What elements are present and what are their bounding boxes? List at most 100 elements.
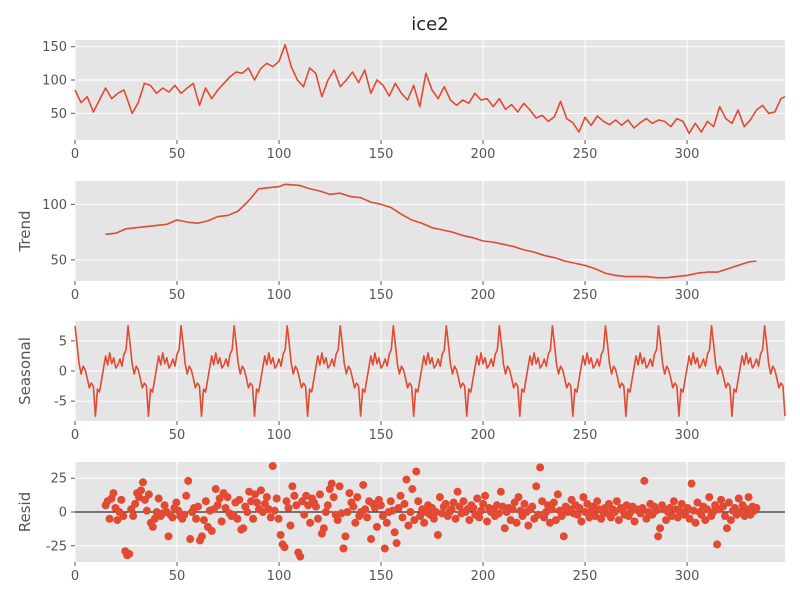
y-axis-label: Seasonal — [16, 337, 34, 405]
resid-point — [638, 503, 647, 512]
resid-point — [469, 503, 478, 512]
panel-resid: 0 50 100 150 200 250 300 -25 0 25 Resid — [16, 462, 785, 584]
resid-point — [724, 498, 733, 507]
y-tick-label: 50 — [50, 253, 67, 268]
resid-point — [528, 502, 537, 511]
resid-point — [713, 540, 722, 549]
resid-point — [359, 480, 368, 489]
resid-point — [211, 485, 220, 494]
resid-point — [573, 510, 582, 519]
resid-point — [292, 501, 301, 510]
resid-point — [685, 514, 694, 523]
resid-point — [131, 499, 140, 508]
resid-point — [343, 508, 352, 516]
x-tick-label: 50 — [169, 147, 186, 162]
x-tick-label: 200 — [471, 569, 496, 584]
x-tick-label: 0 — [71, 147, 79, 162]
resid-point — [168, 513, 177, 522]
resid-point — [579, 493, 588, 502]
resid-point — [207, 526, 216, 535]
resid-point — [144, 490, 153, 499]
resid-point — [612, 497, 621, 506]
y-axis-label: Resid — [16, 492, 34, 532]
resid-point — [184, 476, 193, 485]
resid-point — [138, 478, 147, 487]
resid-point — [353, 493, 362, 502]
resid-point — [414, 497, 423, 506]
x-tick-label: 100 — [267, 569, 292, 584]
resid-point — [433, 530, 442, 539]
resid-point — [194, 502, 203, 511]
resid-point — [496, 487, 505, 496]
x-tick-label: 50 — [169, 428, 186, 443]
resid-point — [677, 499, 686, 508]
y-tick-label: 100 — [42, 74, 67, 89]
resid-point — [429, 514, 438, 523]
resid-point — [451, 514, 460, 523]
resid-point — [251, 490, 260, 499]
resid-point — [394, 503, 403, 512]
resid-point — [705, 493, 714, 502]
series-line-observed — [74, 43, 786, 135]
chart-title: ice2 — [411, 14, 448, 35]
resid-point — [300, 510, 309, 519]
resid-point — [532, 482, 541, 491]
y-axis-label: Trend — [16, 210, 34, 252]
resid-point — [557, 512, 566, 521]
resid-point — [311, 502, 320, 511]
resid-point — [223, 493, 232, 502]
resid-point — [549, 498, 558, 507]
resid-point — [687, 479, 696, 488]
resid-point — [262, 493, 271, 502]
resid-point — [372, 522, 381, 531]
resid-point — [274, 514, 283, 523]
resid-point — [341, 532, 350, 541]
resid-point — [180, 510, 189, 519]
resid-point — [367, 535, 376, 544]
x-tick-label: 100 — [267, 428, 292, 443]
resid-point — [306, 518, 315, 527]
resid-point — [386, 497, 395, 506]
resid-point — [559, 532, 568, 541]
x-tick-label: 50 — [169, 288, 186, 303]
y-tick-label: 0 — [59, 365, 67, 380]
resid-point — [125, 549, 134, 558]
resid-point — [477, 506, 486, 515]
resid-point — [160, 501, 169, 510]
resid-point — [744, 493, 753, 502]
resid-point — [473, 494, 482, 503]
resid-point — [239, 524, 248, 533]
resid-point — [282, 497, 291, 506]
resid-point — [577, 517, 586, 526]
resid-point — [192, 514, 201, 523]
x-tick-label: 200 — [471, 428, 496, 443]
resid-point — [656, 524, 665, 533]
series-line-trend — [105, 183, 757, 279]
resid-point — [465, 516, 474, 525]
resid-point — [268, 462, 277, 471]
resid-point — [235, 495, 244, 504]
resid-point — [329, 493, 338, 502]
x-tick-label: 0 — [71, 288, 79, 303]
resid-point — [243, 508, 252, 516]
resid-point — [494, 509, 503, 518]
resid-point — [652, 506, 661, 515]
resid-point — [614, 516, 623, 525]
y-tick-label: -25 — [46, 539, 67, 554]
resid-point — [186, 535, 195, 544]
resid-point — [164, 532, 173, 541]
resid-point — [201, 497, 210, 506]
resid-point — [361, 505, 370, 514]
resid-point — [396, 491, 405, 500]
resid-point — [197, 532, 206, 541]
resid-point — [323, 501, 332, 510]
resid-point — [400, 499, 409, 508]
resid-point — [109, 489, 118, 498]
resid-point — [270, 506, 279, 515]
resid-point — [449, 498, 458, 507]
panel-background — [75, 40, 785, 140]
resid-point — [402, 475, 411, 484]
resid-point — [376, 501, 385, 510]
resid-point — [408, 485, 417, 494]
resid-point — [380, 544, 389, 553]
